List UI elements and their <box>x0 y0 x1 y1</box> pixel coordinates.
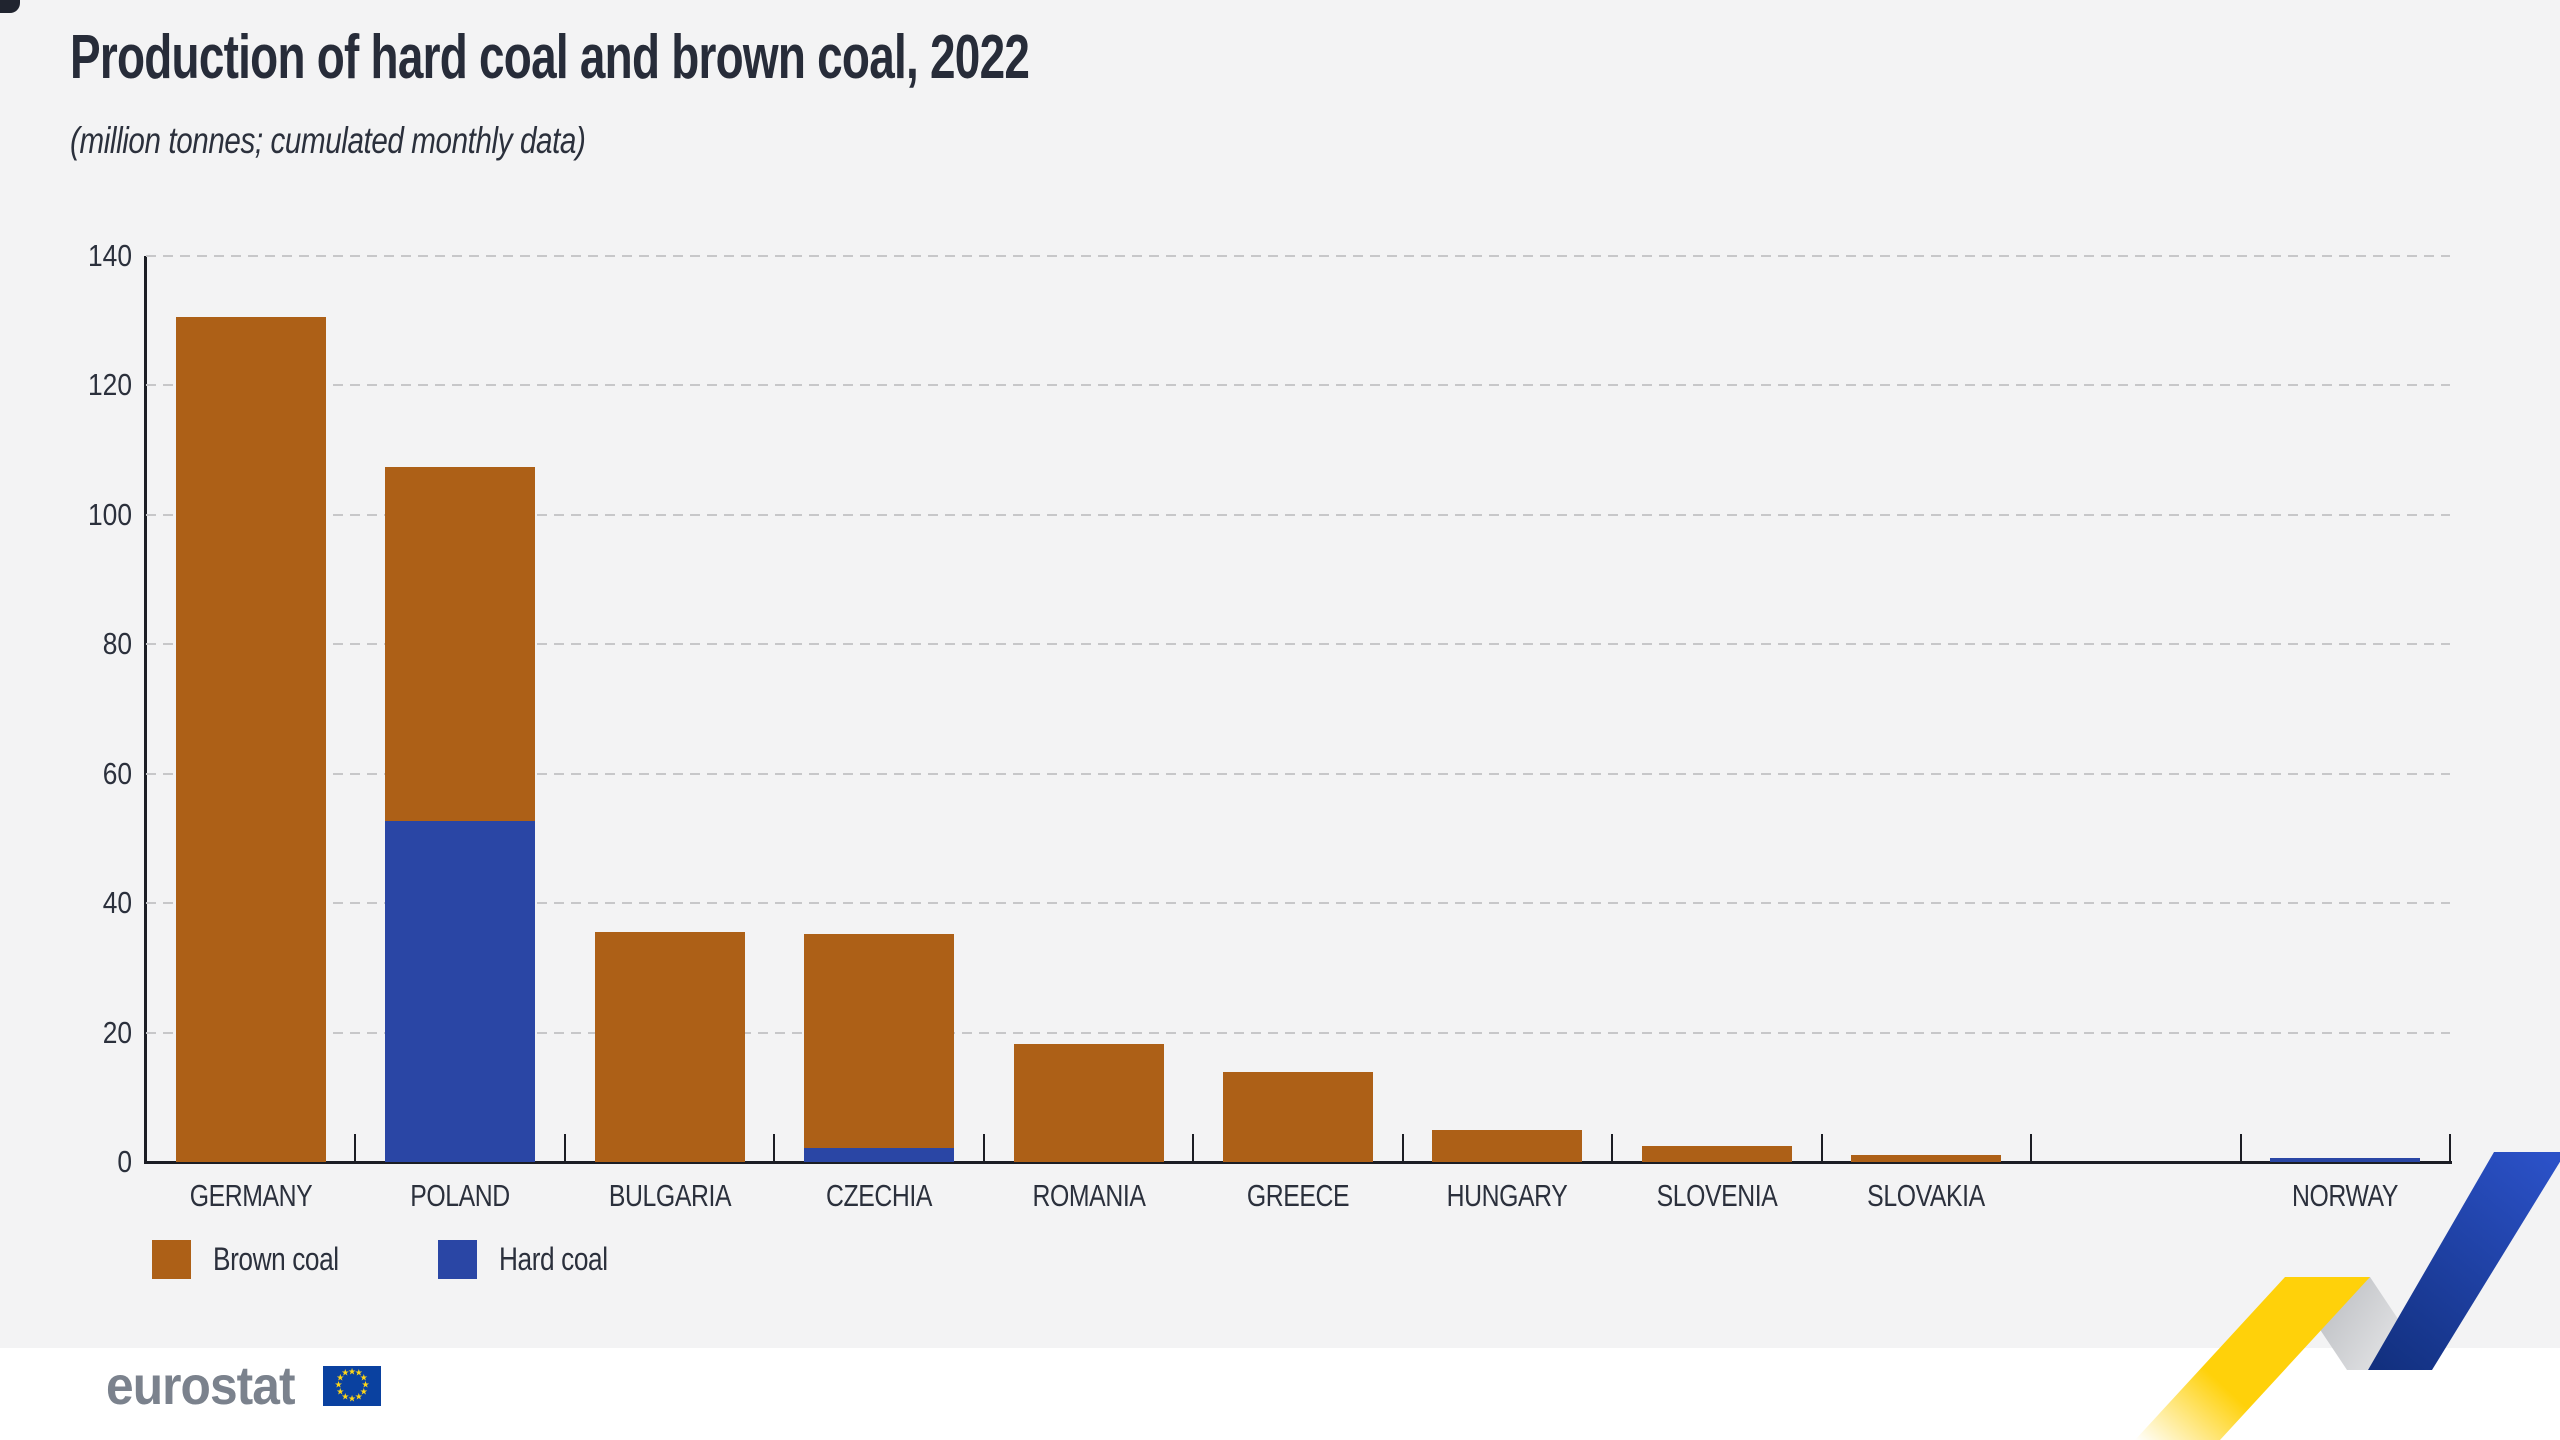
bar-bulgaria-brown-coal <box>594 931 745 1162</box>
eurostat-logo: eurostat ★ ★ ★ ★ ★ ★ ★ ★ ★ ★ ★ ★ <box>106 1356 382 1416</box>
category-tick-3 <box>773 1134 776 1162</box>
legend-item-brown-coal: Brown coal <box>152 1240 366 1279</box>
category-tick-5 <box>1192 1134 1195 1162</box>
category-tick-2 <box>563 1134 566 1162</box>
y-axis-line <box>144 256 147 1164</box>
y-axis-label-20: 20 <box>102 1014 132 1050</box>
bar-slovakia-brown-coal <box>1851 1154 2002 1162</box>
legend-label-hard-coal: Hard coal <box>499 1241 608 1277</box>
category-tick-9 <box>2030 1134 2033 1162</box>
x-axis-label-poland: POLAND <box>410 1178 510 1213</box>
category-tick-0 <box>145 1134 147 1162</box>
bar-romania-brown-coal <box>1013 1043 1164 1162</box>
plot-area: GERMANY POLAND BULGARIA CZECHIA ROMANIA GREEC… <box>144 255 2452 1213</box>
bar-germany-brown-coal <box>175 316 326 1162</box>
gridline-60 <box>146 772 2450 775</box>
eu-flag-star: ★ <box>361 1380 370 1391</box>
bar-norway-hard-coal <box>2270 1158 2421 1162</box>
eu-flag-star: ★ <box>359 1373 368 1384</box>
category-tick-6 <box>1401 1134 1404 1162</box>
gridline-120 <box>146 384 2450 387</box>
y-axis-label-60: 60 <box>102 755 132 791</box>
x-axis-label-czechia: CZECHIA <box>826 1178 933 1213</box>
x-axis-label-romania: ROMANIA <box>1032 1178 1146 1213</box>
legend-item-hard-coal: Hard coal <box>438 1240 631 1279</box>
legend-swatch-brown-coal <box>152 1240 191 1279</box>
y-axis-label-100: 100 <box>88 496 132 532</box>
gridline-140 <box>146 255 2450 257</box>
x-axis-label-slovakia: SLOVAKIA <box>1867 1178 1986 1213</box>
x-axis-label-greece: GREECE <box>1246 1178 1350 1213</box>
bar-slovenia-brown-coal <box>1641 1145 1792 1162</box>
category-tick-8 <box>1820 1134 1823 1162</box>
category-tick-11 <box>2449 1134 2451 1162</box>
bar-poland-hard-coal <box>385 820 536 1162</box>
gridline-100 <box>146 513 2450 516</box>
bar-hungary-brown-coal <box>1432 1129 1583 1162</box>
eu-flag-star: ★ <box>359 1387 368 1398</box>
x-axis-label-slovenia: SLOVENIA <box>1656 1178 1778 1213</box>
eu-flag-star: ★ <box>336 1387 345 1398</box>
eu-flag-star: ★ <box>341 1368 350 1379</box>
gridline-80 <box>146 643 2450 646</box>
bar-poland-brown-coal <box>385 466 536 821</box>
bar-czechia-brown-coal <box>804 933 955 1149</box>
y-axis-label-140: 140 <box>88 238 132 273</box>
eu-flag-star: ★ <box>341 1392 350 1403</box>
category-tick-1 <box>354 1134 357 1162</box>
bar-greece-brown-coal <box>1223 1072 1373 1162</box>
zigzag-blue-band <box>2368 1152 2560 1370</box>
x-axis-line <box>144 1161 2452 1164</box>
eurostat-zigzag-graphic <box>2135 1152 2560 1440</box>
gridline-20 <box>146 1031 2450 1034</box>
category-tick-7 <box>1611 1134 1614 1162</box>
legend-swatch-hard-coal <box>438 1240 478 1279</box>
eu-flag-star: ★ <box>334 1380 343 1391</box>
category-tick-4 <box>982 1134 985 1162</box>
corner-mark <box>0 0 20 13</box>
page-subtitle: (million tonnes; cumulated monthly data) <box>70 120 586 161</box>
legend-label-brown-coal: Brown coal <box>213 1241 339 1277</box>
eurostat-wordmark: eurostat <box>106 1356 296 1416</box>
eu-flag-star: ★ <box>348 1367 357 1377</box>
y-axis-label-40: 40 <box>102 885 132 921</box>
y-axis-label-0: 0 <box>117 1144 132 1179</box>
footer-strip <box>0 1348 2560 1440</box>
gridline-40 <box>146 902 2450 905</box>
x-axis-label-hungary: HUNGARY <box>1447 1178 1568 1213</box>
x-axis-label-germany: GERMANY <box>189 1178 313 1213</box>
x-axis-label-bulgaria: BULGARIA <box>608 1178 732 1213</box>
page-title: Production of hard coal and brown coal, … <box>70 23 1030 92</box>
eu-flag-star: ★ <box>354 1368 363 1379</box>
eu-flag-star: ★ <box>354 1392 363 1403</box>
category-tick-10 <box>2239 1134 2242 1162</box>
zigzag-yellow-band <box>2135 1277 2370 1440</box>
eu-flag-star: ★ <box>336 1373 345 1384</box>
y-axis-label-120: 120 <box>88 367 132 403</box>
chart-legend: Brown coal Hard coal <box>152 1240 632 1279</box>
bar-czechia-hard-coal <box>804 1148 955 1162</box>
eu-flag-icon: ★ ★ ★ ★ ★ ★ ★ ★ ★ ★ ★ ★ <box>323 1366 382 1406</box>
x-axis-label-norway: NORWAY <box>2292 1178 2399 1213</box>
y-axis-label-80: 80 <box>102 626 132 662</box>
eu-flag-star: ★ <box>348 1394 357 1404</box>
